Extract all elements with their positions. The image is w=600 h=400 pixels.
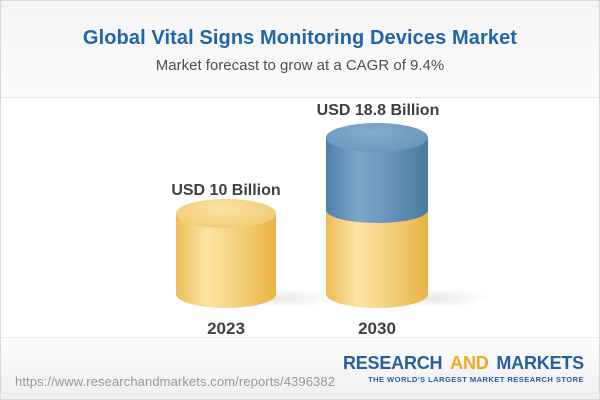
- report-url: https://www.researchandmarkets.com/repor…: [15, 374, 336, 389]
- bar-2030-cylinder-top: [326, 123, 428, 152]
- footer: https://www.researchandmarkets.com/repor…: [1, 337, 599, 399]
- chart-subtitle: Market forecast to grow at a CAGR of 9.4…: [155, 57, 445, 74]
- logo-wordmark: RESEARCH AND MARKETS: [343, 354, 584, 372]
- value-label-2023: USD 10 Billion: [171, 182, 281, 199]
- logo-word-research: RESEARCH: [342, 353, 443, 373]
- category-label-2030: 2030: [358, 319, 396, 338]
- chart-title: Global Vital Signs Monitoring Devices Ma…: [82, 27, 518, 49]
- bar-2023-cylinder-top: [176, 199, 276, 228]
- research-and-markets-logo: RESEARCH AND MARKETS THE WORLD'S LARGEST…: [343, 354, 584, 384]
- chart-area: USD 10 Billion 2023 USD 18.8 Billion 203…: [1, 99, 599, 338]
- value-label-2030: USD 18.8 Billion: [316, 102, 440, 119]
- logo-word-markets: MARKETS: [496, 353, 584, 373]
- logo-tagline: THE WORLD'S LARGEST MARKET RESEARCH STOR…: [368, 375, 584, 384]
- header: Global Vital Signs Monitoring Devices Ma…: [1, 1, 599, 98]
- bar-2023-cylinder-body: [176, 213, 276, 308]
- logo-word-and: AND: [450, 353, 489, 373]
- bar-2030-base-segment: [326, 210, 428, 308]
- category-label-2023: 2023: [207, 319, 245, 338]
